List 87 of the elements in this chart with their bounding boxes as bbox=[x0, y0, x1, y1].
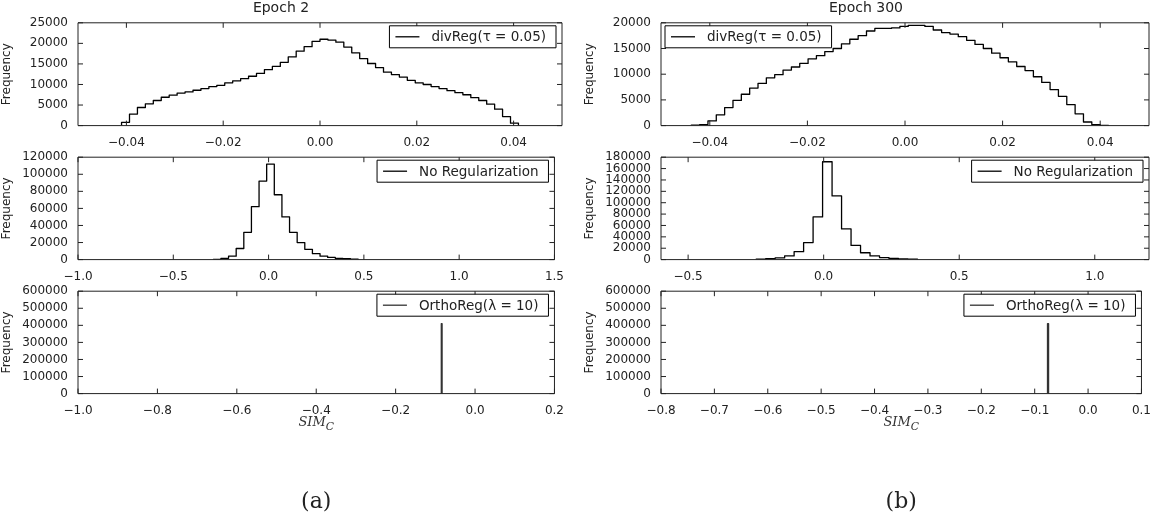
x-tick-label: −0.4 bbox=[859, 402, 890, 417]
y-tick-label: 15000 bbox=[612, 40, 651, 55]
y-tick-label: 20000 bbox=[29, 35, 68, 50]
legend-label: divReg(τ = 0.05) bbox=[707, 28, 822, 45]
y-tick-label: 500000 bbox=[605, 300, 651, 315]
legend-label: No Regularization bbox=[1013, 162, 1134, 179]
y-axis-title: Frequency bbox=[582, 311, 597, 374]
x-tick-label: −0.2 bbox=[381, 402, 411, 417]
x-tick-label: 1.5 bbox=[544, 268, 564, 283]
y-tick-label: 300000 bbox=[605, 334, 651, 349]
y-tick-label: 100000 bbox=[22, 368, 68, 383]
y-tick-label: 500000 bbox=[22, 300, 68, 315]
x-axis-title: SIM$_{C}$ bbox=[298, 414, 335, 433]
x-tick-label: 0.02 bbox=[989, 134, 1016, 149]
x-tick-label: 0.04 bbox=[1086, 134, 1114, 149]
y-tick-label: 200000 bbox=[605, 351, 651, 366]
x-tick-label: −0.7 bbox=[699, 402, 729, 417]
y-tick-label: 10000 bbox=[29, 76, 68, 91]
y-axis-title: Frequency bbox=[0, 177, 14, 240]
x-tick-label: 0.0 bbox=[465, 402, 485, 417]
x-tick-label: 0.0 bbox=[259, 268, 279, 283]
y-tick-label: 5000 bbox=[37, 97, 68, 112]
x-tick-label: −1.0 bbox=[63, 402, 93, 417]
y-tick-label: 15000 bbox=[29, 56, 68, 71]
y-tick-label: 400000 bbox=[605, 317, 651, 332]
x-tick-label: 1.0 bbox=[449, 268, 469, 283]
x-tick-label: 0.02 bbox=[403, 134, 431, 149]
x-tick-label: −0.3 bbox=[913, 402, 943, 417]
y-tick-label: 0 bbox=[60, 251, 68, 266]
y-tick-label: 0 bbox=[643, 117, 651, 132]
y-tick-label: 5000 bbox=[620, 92, 651, 107]
x-tick-label: −0.6 bbox=[222, 402, 252, 417]
x-tick-label: −0.04 bbox=[108, 134, 145, 149]
y-axis-title: Frequency bbox=[582, 43, 597, 106]
y-tick-label: 10000 bbox=[612, 66, 651, 81]
y-tick-label: 60000 bbox=[29, 200, 68, 215]
x-tick-label: 0.04 bbox=[500, 134, 527, 149]
x-tick-label: −0.6 bbox=[753, 402, 783, 417]
x-tick-label: −0.5 bbox=[806, 402, 836, 417]
chart-title: Epoch 300 bbox=[828, 0, 904, 16]
text: (a) bbox=[301, 488, 332, 513]
x-axis-title: SIM$_{C}$ bbox=[883, 414, 920, 433]
x-tick-label: −0.8 bbox=[142, 402, 172, 417]
x-tick-label: −0.2 bbox=[966, 402, 996, 417]
y-axis-title: Frequency bbox=[582, 177, 597, 240]
x-tick-label: 0.00 bbox=[891, 134, 919, 149]
y-tick-label: 80000 bbox=[29, 183, 68, 198]
chart-title: Epoch 2 bbox=[252, 0, 310, 16]
x-tick-label: −0.8 bbox=[646, 402, 676, 417]
x-tick-label: −0.02 bbox=[789, 134, 826, 149]
y-tick-label: 40000 bbox=[29, 217, 68, 232]
y-tick-label: 100000 bbox=[605, 368, 651, 383]
y-tick-label: 20000 bbox=[29, 234, 68, 249]
legend-label: OrthoReg(λ = 10) bbox=[1005, 296, 1126, 313]
y-tick-label: 0 bbox=[60, 117, 68, 132]
y-tick-label: 20000 bbox=[612, 14, 651, 29]
legend-label: OrthoReg(λ = 10) bbox=[418, 296, 539, 313]
y-tick-label: 25000 bbox=[29, 14, 68, 29]
y-tick-label: 600000 bbox=[22, 283, 68, 298]
legend-label: divReg(τ = 0.05) bbox=[431, 28, 547, 45]
x-tick-label: 0.5 bbox=[354, 268, 374, 283]
y-tick-label: 600000 bbox=[605, 283, 651, 298]
x-tick-label: −0.1 bbox=[1020, 402, 1050, 417]
x-tick-label: 0.0 bbox=[1078, 402, 1098, 417]
y-tick-label: 0 bbox=[60, 385, 68, 400]
x-tick-label: 0.5 bbox=[949, 268, 969, 283]
x-tick-label: 0.00 bbox=[306, 134, 334, 149]
y-tick-label: 0 bbox=[643, 385, 651, 400]
x-tick-label: −1.0 bbox=[63, 268, 93, 283]
y-tick-label: 200000 bbox=[22, 351, 68, 366]
y-tick-label: 300000 bbox=[22, 334, 68, 349]
x-tick-label: −0.4 bbox=[301, 402, 331, 417]
x-tick-label: 0.1 bbox=[1131, 402, 1151, 417]
x-tick-label: 1.0 bbox=[1085, 268, 1105, 283]
y-tick-label: 120000 bbox=[22, 149, 68, 164]
y-tick-label: 400000 bbox=[22, 317, 68, 332]
x-tick-label: −0.5 bbox=[158, 268, 188, 283]
text: (b) bbox=[885, 488, 917, 513]
x-tick-label: −0.04 bbox=[691, 134, 729, 149]
x-tick-label: 0.2 bbox=[544, 402, 564, 417]
y-tick-label: 100000 bbox=[22, 166, 68, 181]
y-axis-title: Frequency bbox=[0, 311, 14, 374]
x-tick-label: 0.0 bbox=[814, 268, 834, 283]
x-tick-label: −0.5 bbox=[673, 268, 703, 283]
y-axis-title: Frequency bbox=[0, 43, 14, 106]
legend-label: No Regularization bbox=[419, 162, 539, 179]
x-tick-label: −0.02 bbox=[204, 134, 242, 149]
